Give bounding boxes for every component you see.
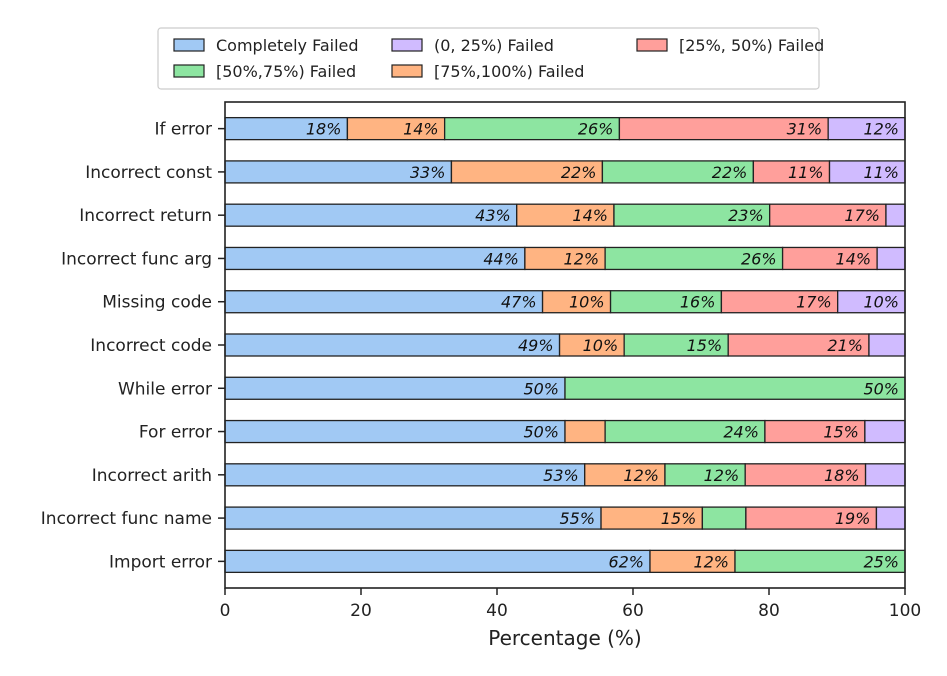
data-label: 50% — [523, 423, 559, 442]
data-label: 18% — [824, 466, 860, 485]
data-label: 12% — [863, 120, 899, 139]
y-tick-label: Incorrect func name — [41, 509, 212, 529]
data-label: 26% — [741, 249, 777, 268]
data-label: 23% — [728, 206, 764, 225]
data-label: 47% — [501, 293, 537, 312]
bar-segment — [224, 290, 544, 314]
y-tick-label: If error — [154, 120, 212, 140]
data-label: 19% — [835, 509, 871, 528]
data-label: 49% — [518, 336, 554, 355]
bar-segment — [224, 463, 586, 487]
data-label: 31% — [787, 120, 823, 139]
bar-segment — [224, 419, 566, 444]
y-tick-label: Missing code — [102, 293, 212, 313]
bars — [224, 116, 906, 574]
x-axis-label: Percentage (%) — [488, 626, 641, 650]
bar-segment — [224, 376, 566, 400]
x-tick-label: 60 — [622, 601, 644, 621]
data-label: 14% — [572, 206, 608, 225]
plot-frame — [224, 101, 906, 589]
data-label: 15% — [823, 423, 859, 442]
data-label: 15% — [661, 509, 697, 528]
data-label: 15% — [687, 336, 723, 355]
bar-segment — [224, 333, 561, 357]
legend: Completely Failed [50%,75%) Failed (0, 25%… — [157, 27, 824, 90]
x-tick-label: 80 — [758, 601, 780, 621]
data-label: 33% — [410, 163, 446, 182]
bar-segment — [224, 246, 526, 271]
bar-segment — [224, 506, 602, 530]
y-tick-label: While error — [118, 379, 212, 399]
y-tick-label: Incorrect func arg — [61, 249, 212, 269]
data-label: 24% — [723, 423, 759, 442]
y-tick-label: Incorrect code — [90, 336, 212, 356]
bar-segment — [875, 506, 906, 530]
y-tick-label: Incorrect arith — [92, 466, 212, 486]
data-label: 43% — [475, 206, 511, 225]
data-label: 21% — [827, 336, 863, 355]
y-tick-label: Incorrect const — [85, 163, 212, 183]
legend-label: (0, 25%) Failed — [434, 36, 554, 55]
bar-segment — [864, 419, 906, 444]
legend-swatch — [391, 64, 423, 78]
data-label: 12% — [693, 552, 729, 571]
data-label: 12% — [623, 466, 659, 485]
data-label: 50% — [523, 379, 559, 398]
data-label: 26% — [578, 120, 614, 139]
data-label: 62% — [608, 552, 644, 571]
y-tick-label: Import error — [109, 552, 212, 572]
bar-segment — [885, 203, 906, 227]
data-label: 55% — [559, 509, 595, 528]
data-label: 16% — [680, 293, 716, 312]
data-labels: 18% 14% 26% 31% 12% 33% 22% 22% 11% 11% 43% 14% 23% 1… — [306, 120, 899, 572]
data-label: 22% — [561, 163, 597, 182]
legend-swatch — [636, 38, 668, 52]
data-label: 53% — [543, 466, 579, 485]
data-label: 17% — [844, 206, 880, 225]
legend-swatch — [391, 38, 423, 52]
data-label: 18% — [306, 120, 342, 139]
x-tick-label: 20 — [350, 601, 372, 621]
data-label: 10% — [569, 293, 605, 312]
legend-label: [25%, 50%) Failed — [679, 36, 824, 55]
bar-segment — [701, 506, 747, 530]
x-tick-label: 0 — [220, 601, 231, 621]
legend-swatch — [173, 38, 205, 52]
bar-segment — [564, 419, 606, 444]
data-label: 10% — [583, 336, 619, 355]
y-tick-label: Incorrect return — [79, 206, 212, 226]
data-label: 50% — [863, 379, 899, 398]
data-label: 44% — [483, 249, 519, 268]
bar-segment — [868, 333, 906, 357]
data-label: 25% — [863, 552, 899, 571]
data-label: 12% — [704, 466, 740, 485]
data-label: 11% — [788, 163, 824, 182]
x-axis: 0 20 40 60 80 100 — [220, 588, 921, 621]
y-axis: If error Incorrect const Incorrect return I… — [41, 120, 225, 572]
data-label: 14% — [836, 249, 872, 268]
legend-label: [75%,100%) Failed — [434, 62, 584, 81]
x-tick-label: 40 — [486, 601, 508, 621]
data-label: 14% — [403, 120, 439, 139]
data-label: 11% — [863, 163, 899, 182]
x-tick-label: 100 — [889, 601, 921, 621]
legend-label: Completely Failed — [216, 36, 359, 55]
bar-segment — [564, 376, 906, 400]
bar-segment — [864, 463, 906, 487]
data-label: 22% — [712, 163, 748, 182]
data-label: 12% — [564, 249, 600, 268]
bar-segment — [224, 203, 518, 227]
data-label: 17% — [796, 293, 832, 312]
bar-segment — [224, 549, 651, 574]
legend-swatch — [173, 64, 205, 78]
bar-segment — [876, 246, 906, 271]
legend-label: [50%,75%) Failed — [216, 62, 356, 81]
y-tick-label: For error — [139, 423, 212, 443]
data-label: 10% — [863, 293, 899, 312]
